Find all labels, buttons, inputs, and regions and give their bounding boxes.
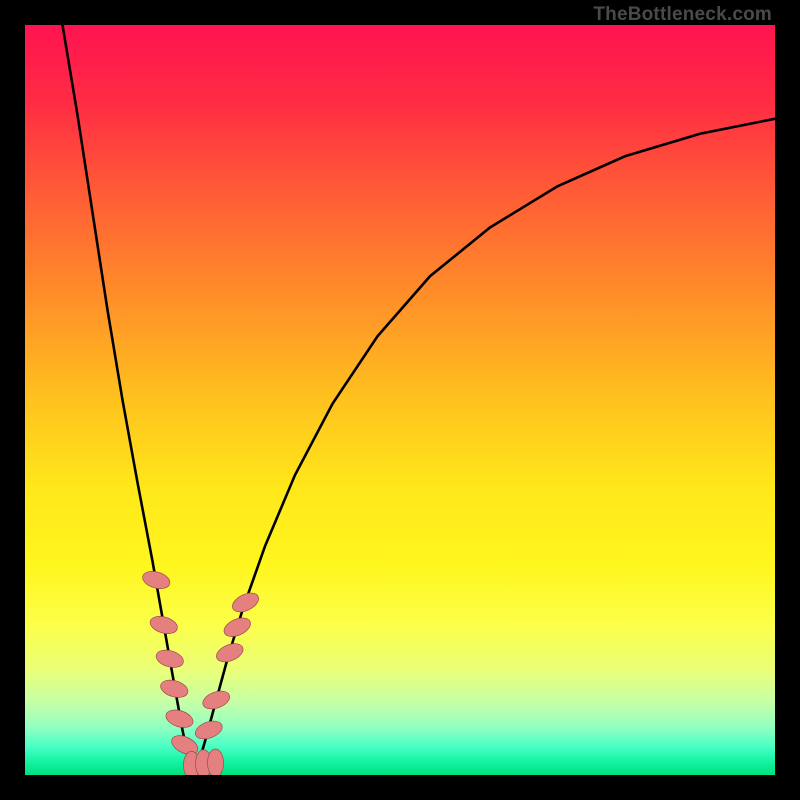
marker (148, 613, 179, 636)
curve-layer (25, 25, 775, 775)
marker (154, 647, 185, 670)
chart-frame: TheBottleneck.com (0, 0, 800, 800)
marker (214, 640, 246, 665)
marker (159, 677, 190, 700)
marker (193, 718, 225, 743)
marker (141, 568, 172, 591)
marker (164, 707, 196, 731)
marker (229, 589, 261, 616)
marker (221, 614, 253, 640)
plot-area (25, 25, 775, 775)
marker (208, 749, 224, 775)
marker (200, 688, 232, 713)
watermark-text: TheBottleneck.com (593, 4, 772, 26)
